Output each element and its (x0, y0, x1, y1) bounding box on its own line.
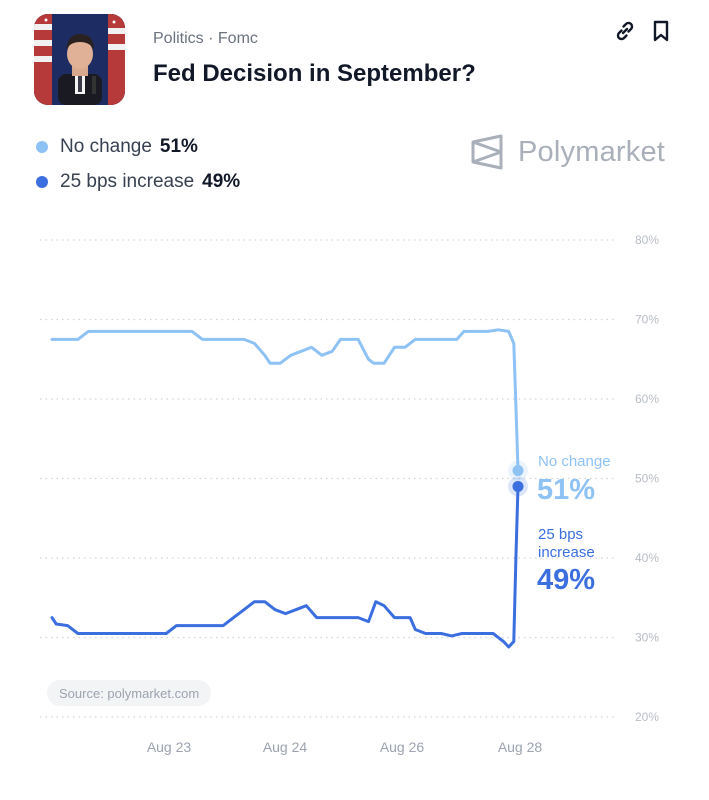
y-tick-label: 50% (635, 472, 659, 486)
legend-item-no-change: No change 51% (36, 136, 198, 158)
market-category: Politics · Fomc (153, 30, 258, 47)
end-point-no-change (512, 465, 524, 477)
y-tick-label: 20% (635, 710, 659, 724)
end-point-25-bps-increase (512, 480, 524, 492)
source-label: Source: polymarket.com (47, 680, 212, 706)
y-tick-label: 60% (635, 392, 659, 406)
link-icon[interactable] (612, 18, 638, 44)
end-label-25-bps-increase: 25 bps (538, 526, 583, 543)
market-title: Fed Decision in September? (153, 60, 476, 87)
end-label-25-bps-increase: increase (538, 544, 595, 561)
y-tick-label: 40% (635, 551, 659, 565)
legend-value: 51% (159, 136, 198, 157)
legend-dot-25-bps-increase (36, 176, 48, 188)
legend-value: 49% (202, 171, 241, 192)
y-tick-label: 30% (635, 631, 659, 645)
y-tick-label: 70% (635, 313, 659, 327)
legend-label: 25 bps increase (60, 171, 195, 192)
market-thumbnail (34, 14, 125, 105)
end-value-no-change: 51% (537, 474, 595, 506)
end-value-25-bps-increase: 49% (537, 564, 595, 596)
polymarket-brand: Polymarket (470, 134, 665, 170)
legend-label: No change (60, 136, 152, 157)
series-line-no-change (50, 328, 520, 472)
polymarket-logo-icon (471, 134, 503, 170)
brand-name: Polymarket (518, 135, 666, 168)
x-tick-label: Aug 28 (498, 739, 543, 755)
x-tick-label: Aug 26 (380, 739, 425, 755)
x-tick-label: Aug 24 (263, 739, 308, 755)
legend-dot-no-change (36, 141, 48, 153)
legend-item-25-bps-increase: 25 bps increase 49% (36, 171, 240, 193)
series-line-25-bps-increase (50, 484, 520, 649)
bookmark-icon[interactable] (648, 18, 674, 44)
market-thumbnail-image (34, 14, 125, 105)
y-tick-label: 80% (635, 233, 659, 247)
end-label-no-change: No change (538, 453, 611, 470)
x-tick-label: Aug 23 (147, 739, 192, 755)
